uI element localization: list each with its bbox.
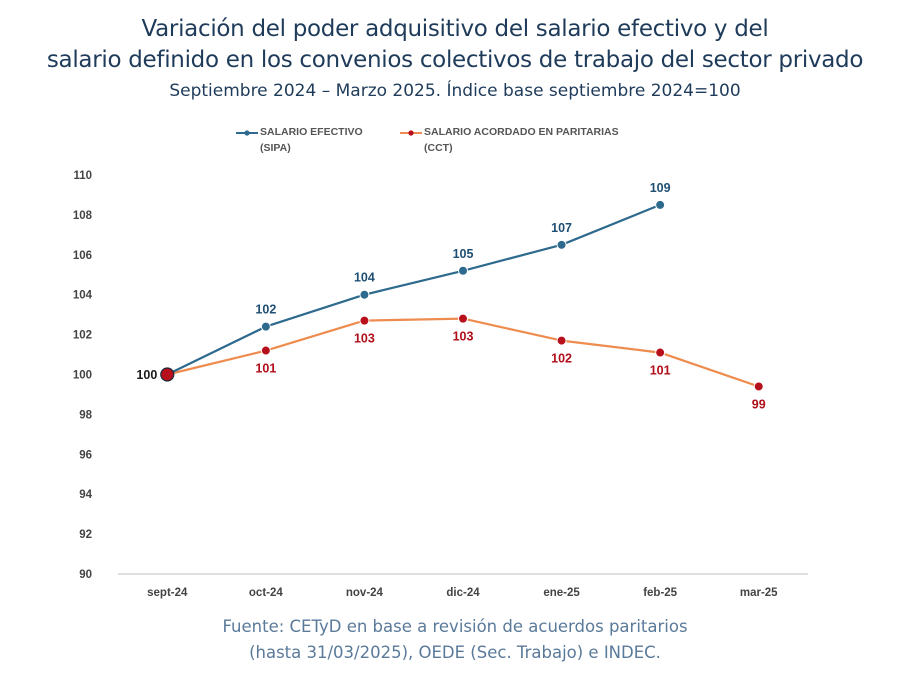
series-marker [753, 381, 764, 392]
series-marker [458, 313, 468, 324]
y-tick-label: 98 [79, 409, 92, 421]
series-marker [655, 347, 666, 358]
series-marker [556, 239, 567, 250]
y-tick-label: 104 [73, 290, 93, 302]
data-label: 103 [354, 332, 375, 346]
series-line [166, 203, 661, 376]
chart-legend: SALARIO EFECTIVO (SIPA) SALARIO ACORDADO… [0, 124, 910, 164]
x-tick-label: dic-24 [446, 587, 480, 599]
y-tick-label: 102 [73, 330, 92, 342]
series-marker [655, 199, 666, 210]
x-tick-label: oct-24 [249, 587, 283, 599]
chart-source-note: Fuente: CETyD en base a revisión de acue… [0, 614, 910, 666]
data-label: 101 [255, 362, 276, 376]
data-label: 103 [453, 330, 474, 344]
chart-subtitle: Septiembre 2024 – Marzo 2025. Índice bas… [169, 81, 741, 101]
x-tick-label: sept-24 [147, 587, 188, 599]
series-marker [359, 289, 370, 300]
x-axis-ticks: sept-24 oct-24 nov-24 dic-24 ene-25 feb-25 mar… [147, 587, 778, 599]
data-label: 104 [354, 271, 375, 285]
legend-swatch-salario-acordado [400, 130, 422, 136]
data-label: 99 [752, 397, 766, 411]
legend-label-salario-efectivo-2: (SIPA) [260, 142, 291, 154]
series-marker [556, 335, 567, 346]
chart-title-line-1: Variación del poder adquisitivo del sala… [141, 16, 769, 42]
y-tick-label: 96 [79, 449, 92, 461]
series-lines [166, 203, 760, 388]
source-line-1: Fuente: CETyD en base a revisión de acue… [222, 617, 688, 636]
data-label: 105 [453, 247, 474, 261]
x-tick-label: feb-25 [643, 587, 677, 599]
y-tick-label: 100 [73, 370, 92, 382]
chart-title-block: Variación del poder adquisitivo del sala… [0, 14, 910, 104]
data-label: 107 [551, 221, 572, 235]
legend-swatch-salario-efectivo [236, 130, 258, 136]
data-labels: 100 102 104 105 107 109 101 103 103 102 101 99 [136, 181, 765, 412]
chart-title-line-2: salario definido en los convenios colect… [46, 47, 864, 73]
data-label: 100 [136, 368, 157, 382]
data-label: 102 [551, 352, 572, 366]
series-marker [260, 345, 271, 356]
data-label: 102 [255, 303, 276, 317]
y-axis-ticks: 90 92 94 96 98 100 102 104 106 108 110 [73, 170, 93, 581]
series-marker [260, 321, 271, 332]
y-tick-label: 92 [79, 529, 92, 541]
y-tick-label: 94 [79, 489, 92, 501]
x-tick-label: mar-25 [740, 587, 778, 599]
y-tick-label: 108 [73, 210, 93, 222]
x-tick-label: ene-25 [543, 587, 580, 599]
legend-label-salario-efectivo-1: SALARIO EFECTIVO [260, 126, 363, 138]
series-marker [160, 367, 175, 382]
source-line-2: (hasta 31/03/2025), OEDE (Sec. Trabajo) … [249, 643, 661, 662]
legend-label-salario-acordado-1: SALARIO ACORDADO EN PARITARIAS [424, 126, 619, 138]
legend-label-salario-acordado-2: (CCT) [424, 142, 453, 154]
data-label: 109 [650, 181, 671, 195]
x-tick-label: nov-24 [346, 587, 384, 599]
y-tick-label: 106 [73, 250, 92, 262]
data-label: 101 [650, 364, 671, 378]
series-marker [359, 315, 370, 326]
series-marker [458, 265, 468, 276]
series-markers [160, 199, 764, 392]
y-tick-label: 90 [79, 569, 92, 581]
y-tick-label: 110 [73, 170, 92, 182]
